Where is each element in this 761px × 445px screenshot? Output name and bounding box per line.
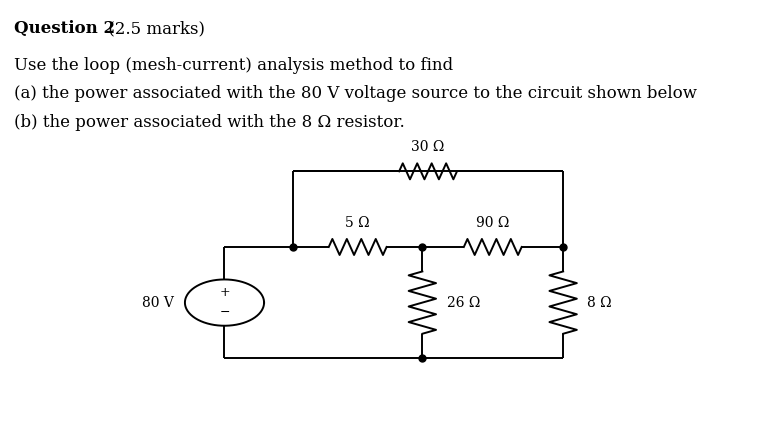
Text: Use the loop (mesh-current) analysis method to find: Use the loop (mesh-current) analysis met… <box>14 57 453 74</box>
Text: 26 Ω: 26 Ω <box>447 295 480 310</box>
Text: 8 Ω: 8 Ω <box>587 295 612 310</box>
Text: −: − <box>219 306 230 319</box>
Text: 5 Ω: 5 Ω <box>345 216 370 230</box>
Text: 80 V: 80 V <box>142 295 174 310</box>
Text: 90 Ω: 90 Ω <box>476 216 509 230</box>
Text: +: + <box>219 287 230 299</box>
Text: (2.5 marks): (2.5 marks) <box>103 20 205 37</box>
Text: (b) the power associated with the 8 Ω resistor.: (b) the power associated with the 8 Ω re… <box>14 114 404 131</box>
Text: (a) the power associated with the 80 V voltage source to the circuit shown below: (a) the power associated with the 80 V v… <box>14 85 697 102</box>
Text: 30 Ω: 30 Ω <box>412 141 444 154</box>
Text: Question 2: Question 2 <box>14 20 115 37</box>
